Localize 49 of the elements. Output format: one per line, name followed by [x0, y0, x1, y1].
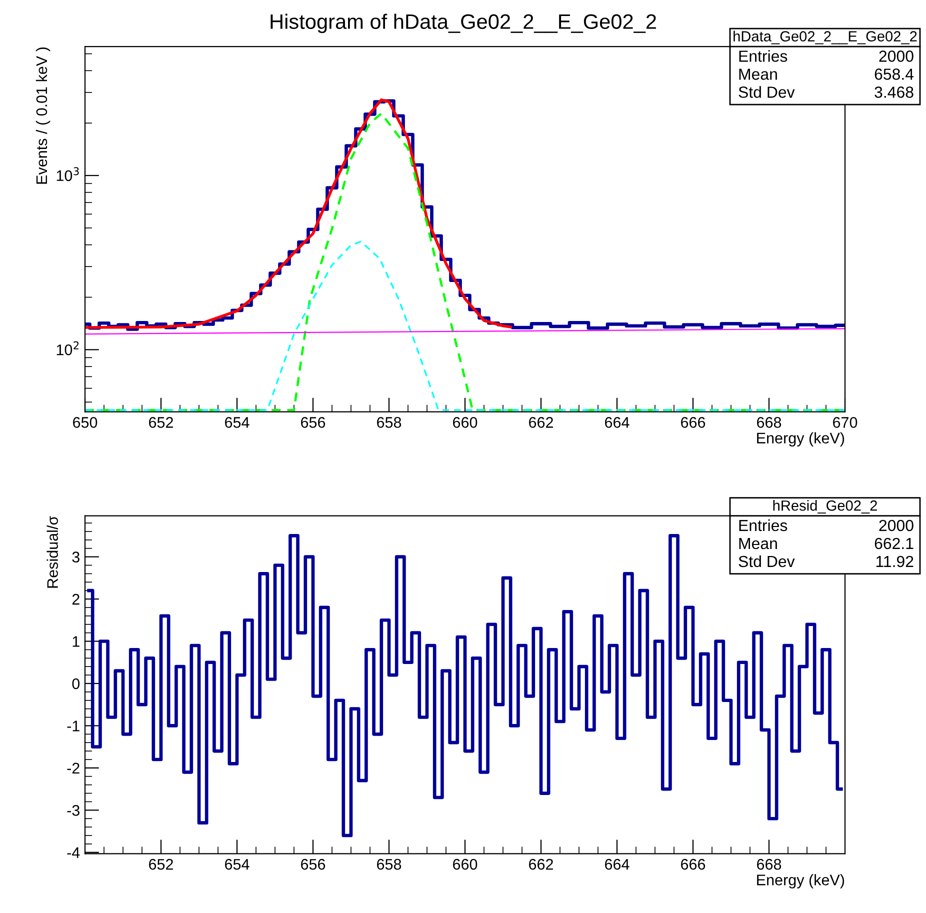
y-tick-label: 3: [72, 552, 80, 562]
x-tick-label: 660: [453, 858, 478, 870]
x-tick-label: 668: [757, 417, 782, 428]
text: 2000: [879, 50, 914, 62]
y-tick-label: 2: [72, 594, 80, 605]
x-tick-label: 662: [529, 858, 553, 870]
x-axis-title: Energy (keV): [757, 874, 844, 888]
y-tick-label: -3: [67, 805, 80, 816]
x-tick-label: 660: [453, 417, 478, 428]
y-tick-label: -4: [67, 847, 80, 858]
y-tick-label: 1: [72, 636, 80, 647]
annotation: Mean: [739, 538, 777, 550]
x-tick-label: 656: [301, 858, 326, 870]
annotation: Entries: [739, 519, 788, 532]
x-tick-label: 650: [73, 417, 98, 428]
x-tick-label: 664: [605, 858, 630, 870]
annotation: Mean: [739, 68, 777, 80]
text: 658.4: [874, 68, 914, 80]
x-tick-label: 658: [377, 858, 402, 870]
x-tick-label: 670: [833, 417, 858, 428]
y-axis-title: Residual/σ: [46, 516, 58, 588]
y-tick-label: 10$^{3}$: [56, 167, 79, 182]
y-axis-title: Events / ( 0.01 keV ): [36, 48, 50, 184]
chart-title: Histogram of hData_Ge02_2__E_Ge02_2: [270, 14, 656, 34]
text: 662.1: [874, 538, 914, 550]
text: hData_Ge02_2__E_Ge02_2: [734, 30, 917, 44]
x-axis-title: Energy (keV): [757, 432, 844, 446]
x-tick-label: 666: [681, 858, 706, 870]
y-tick-label: -2: [67, 762, 80, 774]
x-tick-label: 666: [681, 417, 706, 428]
x-tick-label: 654: [225, 858, 250, 870]
x-tick-label: 658: [377, 417, 402, 428]
x-tick-label: 654: [225, 417, 250, 428]
text: 3.468: [874, 86, 914, 98]
annotation: Std Dev: [738, 555, 795, 568]
text: hResid_Ge02_2: [773, 500, 877, 514]
y-tick-label: 0: [72, 678, 80, 690]
text: 2000: [879, 520, 914, 532]
x-tick-label: 668: [757, 858, 782, 870]
x-tick-label: 656: [301, 417, 326, 428]
annotation: Entries: [739, 50, 788, 62]
x-tick-label: 664: [605, 417, 630, 428]
text: 11.92: [876, 556, 914, 568]
x-tick-label: 662: [529, 417, 553, 428]
y-tick-label: 10$^{2}$: [56, 341, 79, 356]
x-tick-label: 652: [149, 858, 173, 870]
annotation: Std Dev: [738, 86, 795, 98]
y-tick-label: -1: [67, 720, 80, 732]
x-tick-label: 652: [149, 417, 173, 428]
